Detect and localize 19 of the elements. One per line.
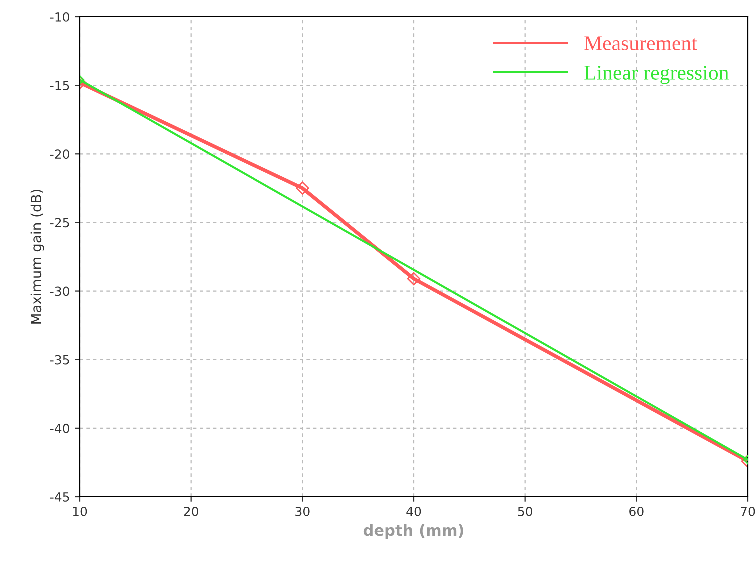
y-tick-label: -45 xyxy=(50,492,70,502)
y-tick-label: -25 xyxy=(50,218,70,228)
y-tick-label: -15 xyxy=(50,81,70,90)
legend-label: Linear regression xyxy=(584,66,729,84)
x-tick-label: 60 xyxy=(630,506,644,516)
y-tick-label: -30 xyxy=(50,286,70,296)
x-tick-label: 10 xyxy=(73,506,88,516)
y-axis-title: Maximum gain (dB) xyxy=(30,190,44,324)
y-tick-label: -20 xyxy=(50,150,70,160)
x-tick-label: 50 xyxy=(518,506,532,516)
y-tick-label: -10 xyxy=(50,12,70,22)
x-tick-label: 40 xyxy=(406,506,422,516)
y-tick-label: -35 xyxy=(50,355,70,365)
x-tick-label: 20 xyxy=(184,506,198,516)
x-axis-title: depth (mm) xyxy=(364,524,464,540)
x-tick-label: 70 xyxy=(741,506,755,516)
legend-label: Measurement xyxy=(584,36,698,51)
x-tick-label: 30 xyxy=(296,506,310,516)
y-tick-label: -40 xyxy=(50,424,70,434)
